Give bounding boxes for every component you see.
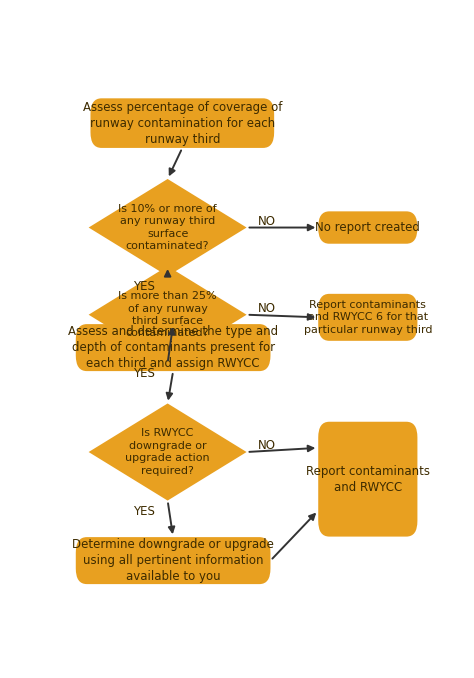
Polygon shape	[89, 179, 246, 276]
Text: Is 10% or more of
any runway third
surface
contaminated?: Is 10% or more of any runway third surfa…	[118, 204, 217, 251]
Text: NO: NO	[258, 439, 276, 452]
Text: NO: NO	[258, 302, 276, 315]
Text: Assess and determine the type and
depth of contaminants present for
each third a: Assess and determine the type and depth …	[68, 325, 278, 370]
FancyBboxPatch shape	[318, 422, 418, 536]
Text: YES: YES	[133, 504, 155, 518]
Text: Is more than 25%
of any runway
third surface
contaminated?: Is more than 25% of any runway third sur…	[118, 291, 217, 338]
FancyBboxPatch shape	[76, 537, 271, 584]
Text: YES: YES	[133, 367, 155, 380]
Text: YES: YES	[133, 280, 155, 294]
Polygon shape	[89, 266, 246, 363]
FancyBboxPatch shape	[76, 324, 271, 371]
Text: Assess percentage of coverage of
runway contamination for each
runway third: Assess percentage of coverage of runway …	[82, 100, 282, 146]
Text: Determine downgrade or upgrade
using all pertinent information
available to you: Determine downgrade or upgrade using all…	[72, 538, 274, 583]
Text: Report contaminants
and RWYCC 6 for that
particular runway third: Report contaminants and RWYCC 6 for that…	[303, 300, 432, 335]
FancyBboxPatch shape	[318, 294, 418, 341]
FancyBboxPatch shape	[91, 98, 274, 148]
Text: Is RWYCC
downgrade or
upgrade action
required?: Is RWYCC downgrade or upgrade action req…	[125, 428, 210, 476]
FancyBboxPatch shape	[318, 212, 418, 243]
Text: No report created: No report created	[315, 221, 420, 234]
Text: NO: NO	[258, 215, 276, 228]
Text: Report contaminants
and RWYCC: Report contaminants and RWYCC	[306, 464, 430, 494]
Polygon shape	[89, 403, 246, 500]
